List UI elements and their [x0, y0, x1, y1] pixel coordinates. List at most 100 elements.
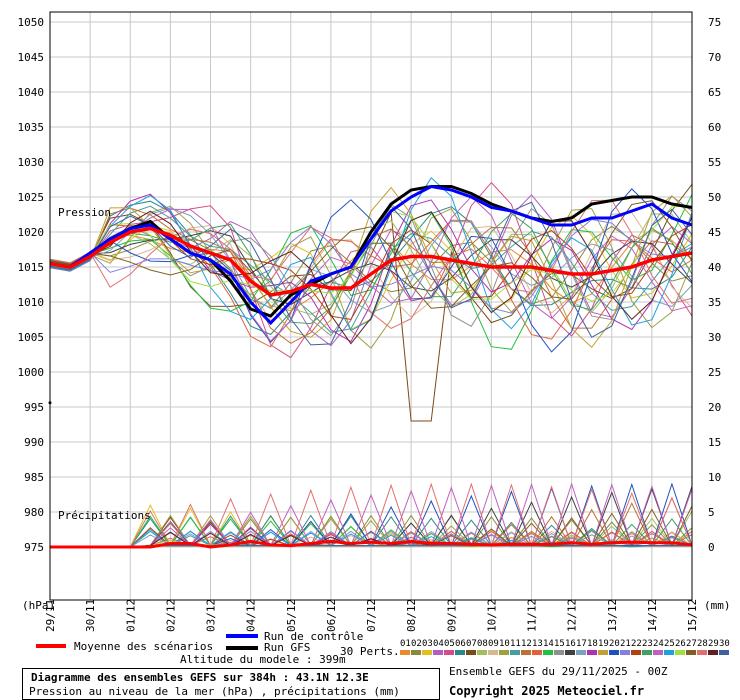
pert-line — [49, 210, 693, 345]
pert-number: 26 — [675, 639, 686, 649]
pert-line — [49, 188, 693, 353]
pert-number: 17 — [576, 639, 587, 649]
gfs-series-line — [49, 185, 693, 318]
pert-number: 29 — [708, 639, 719, 649]
x-tick-label: 04/12 — [245, 599, 258, 632]
pert-swatch — [719, 650, 729, 655]
pert-number: 01 — [400, 639, 411, 649]
pert-swatch — [499, 650, 509, 655]
pert-number: 09 — [488, 639, 499, 649]
pert-swatch — [609, 650, 619, 655]
pert-number: 30 — [719, 639, 730, 649]
x-tick-label: 11/12 — [526, 599, 539, 632]
pert-swatch — [532, 650, 542, 655]
run-info: Ensemble GEFS du 29/11/2025 - 00Z — [449, 665, 668, 678]
pert-line — [49, 212, 693, 325]
info-title: Diagramme des ensembles GEFS sur 384h : … — [31, 671, 369, 684]
right-tick-label: 65 — [708, 86, 721, 99]
pert-number: 18 — [587, 639, 598, 649]
pert-number: 21 — [620, 639, 631, 649]
left-tick-label: 1030 — [18, 156, 45, 169]
pert-number: 12 — [521, 639, 532, 649]
left-tick-label: 990 — [24, 436, 44, 449]
pert-swatch — [554, 650, 564, 655]
left-tick-label: 975 — [24, 541, 44, 554]
right-tick-label: 50 — [708, 191, 721, 204]
info-box: Diagramme des ensembles GEFS sur 384h : … — [22, 668, 440, 700]
x-tick-label: 10/12 — [485, 599, 498, 632]
left-tick-label: 1005 — [18, 331, 45, 344]
pert-swatch — [598, 650, 608, 655]
left-tick-label: 985 — [24, 471, 44, 484]
pert-swatch — [455, 650, 465, 655]
precip-label: Précipitations — [58, 509, 151, 522]
pert-line — [49, 230, 693, 305]
pert-number: 28 — [697, 639, 708, 649]
pert-line — [49, 177, 693, 332]
right-tick-label: 20 — [708, 401, 721, 414]
precip-mean-line — [50, 539, 693, 549]
left-tick-label: 1010 — [18, 296, 45, 309]
pert-swatch — [631, 650, 641, 655]
pert-swatch — [400, 650, 410, 655]
left-tick-label: 1020 — [18, 226, 45, 239]
pert-swatch — [543, 650, 553, 655]
pert-swatch — [697, 650, 707, 655]
legend-control-label: Run de contrôle — [264, 630, 363, 643]
pert-swatch — [587, 650, 597, 655]
precip-line — [50, 482, 693, 548]
pert-number: 16 — [565, 639, 576, 649]
pert-number: 08 — [477, 639, 488, 649]
pert-number: 19 — [598, 639, 609, 649]
right-tick-label: 75 — [708, 16, 721, 29]
x-tick-label: 12/12 — [566, 599, 579, 632]
pert-line — [49, 200, 693, 309]
right-tick-label: 10 — [708, 471, 721, 484]
pert-swatch — [653, 650, 663, 655]
x-tick-label: 13/12 — [606, 599, 619, 632]
right-tick-label: 15 — [708, 436, 721, 449]
right-tick-label: 70 — [708, 51, 721, 64]
perturbation-legend: 01 02 03 04 05 06 07 08 09 10 11 12 13 14 15 16 17 18 19 20… — [400, 639, 730, 655]
pert-number: 10 — [499, 639, 510, 649]
pert-swatch — [686, 650, 696, 655]
precipitation-lines — [50, 482, 693, 549]
x-tick-label: 30/11 — [84, 599, 97, 632]
right-tick-label: 5 — [708, 506, 715, 519]
right-tick-label: 30 — [708, 331, 721, 344]
pert-swatch — [664, 650, 674, 655]
pert-line — [49, 199, 693, 329]
pert-number: 04 — [433, 639, 444, 649]
pert-swatch — [477, 650, 487, 655]
pert-line — [49, 194, 693, 350]
left-tick-label: 1000 — [18, 366, 45, 379]
left-tick-label: 1045 — [18, 51, 45, 64]
copyright: Copyright 2025 Meteociel.fr — [449, 684, 645, 698]
x-tick-label: 07/12 — [365, 599, 378, 632]
main-series — [49, 184, 693, 326]
right-tick-label: 40 — [708, 261, 721, 274]
marker-dot — [48, 401, 52, 405]
pert-swatch — [422, 650, 432, 655]
right-tick-label: 45 — [708, 226, 721, 239]
pert-number: 07 — [466, 639, 477, 649]
pert-number: 06 — [455, 639, 466, 649]
pert-swatch — [488, 650, 498, 655]
pert-swatch — [675, 650, 685, 655]
pert-number: 11 — [510, 639, 521, 649]
pert-swatch — [620, 650, 630, 655]
pert-number: 14 — [543, 639, 554, 649]
pert-number: 24 — [653, 639, 664, 649]
mean-series-line — [49, 226, 693, 297]
x-tick-label: 02/12 — [164, 599, 177, 632]
pert-swatch — [708, 650, 718, 655]
pert-line — [49, 186, 693, 349]
pert-swatch — [576, 650, 586, 655]
legend-gfs-label: Run GFS — [264, 641, 310, 654]
left-tick-label: 980 — [24, 506, 44, 519]
pert-number: 27 — [686, 639, 697, 649]
pert-number: 03 — [422, 639, 433, 649]
legend-mean-label: Moyenne des scénarios — [74, 640, 213, 653]
left-axis-unit: (hPa) — [22, 599, 55, 612]
